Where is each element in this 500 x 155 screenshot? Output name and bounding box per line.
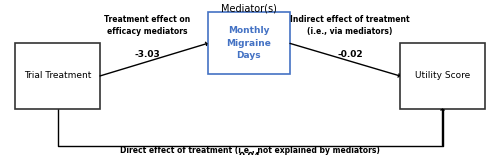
FancyBboxPatch shape [400,43,485,108]
Text: Indirect effect of treatment
(i.e., via mediators): Indirect effect of treatment (i.e., via … [290,16,410,36]
Text: Trial Treatment: Trial Treatment [24,71,91,80]
Text: -0.02: -0.02 [337,50,363,59]
Text: Direct effect of treatment (i.e., not explained by mediators): Direct effect of treatment (i.e., not ex… [120,146,380,155]
FancyBboxPatch shape [208,12,290,74]
Text: Monthly
Migraine
Days: Monthly Migraine Days [226,26,271,60]
Text: Treatment effect on
efficacy mediators: Treatment effect on efficacy mediators [104,16,190,36]
Text: Utility Score: Utility Score [415,71,470,80]
Text: Mediator(s): Mediator(s) [221,4,277,14]
Text: -3.03: -3.03 [134,50,160,59]
Text: 0.04: 0.04 [239,152,261,155]
FancyBboxPatch shape [15,43,100,108]
